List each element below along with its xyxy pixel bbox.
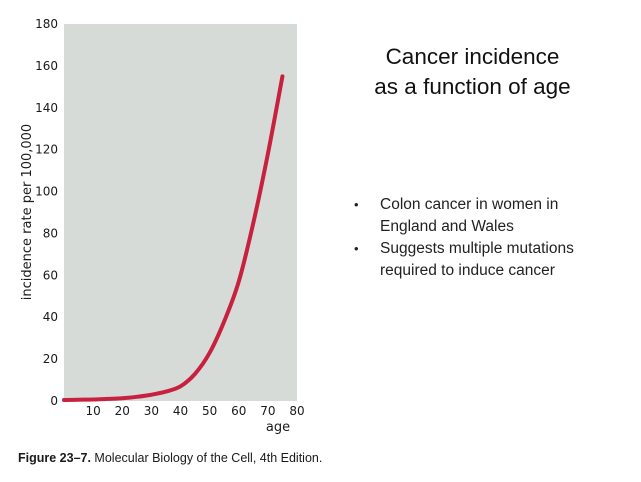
x-tick-label: 20	[115, 404, 130, 418]
plot-area	[64, 24, 297, 401]
x-axis-title: age	[266, 420, 290, 435]
bullet-text: Colon cancer in women in England and Wal…	[380, 196, 559, 235]
bullet-dot-icon: •	[354, 197, 359, 212]
y-tick-label: 180	[35, 17, 58, 31]
x-tick-label: 10	[85, 404, 100, 418]
x-tick-label: 80	[289, 404, 304, 418]
y-tick-label: 60	[43, 268, 58, 282]
y-tick-label: 20	[43, 352, 58, 366]
slide-title-line-1: Cancer incidence	[385, 44, 560, 69]
x-axis-ticks: 10 20 30 40 50 60 70 80	[85, 404, 304, 418]
x-tick-label: 40	[173, 404, 188, 418]
y-axis-title: incidence rate per 100,000	[20, 124, 35, 300]
incidence-curve	[62, 74, 285, 402]
y-tick-label: 0	[50, 394, 58, 408]
figure-caption: Figure 23–7. Molecular Biology of the Ce…	[18, 451, 322, 465]
slide-title: Cancer incidence as a function of age	[340, 42, 605, 102]
bullet-text: Suggests multiple mutations required to …	[380, 240, 574, 279]
figure-caption-number: Figure 23–7.	[18, 451, 91, 465]
y-tick-label: 160	[35, 59, 58, 73]
y-axis-ticks: 0 20 40 60 80 100 120 140 160 180	[35, 17, 58, 408]
x-tick-label: 50	[202, 404, 217, 418]
slide-title-line-2: as a function of age	[374, 74, 571, 99]
bullet-dot-icon: •	[354, 241, 359, 256]
x-tick-label: 70	[260, 404, 275, 418]
bullet-item: • Colon cancer in women in England and W…	[354, 194, 614, 238]
x-tick-label: 30	[144, 404, 159, 418]
figure-caption-source: Molecular Biology of the Cell, 4th Editi…	[90, 451, 323, 465]
y-tick-label: 140	[35, 101, 58, 115]
x-tick-label: 60	[231, 404, 246, 418]
y-tick-label: 100	[35, 185, 58, 199]
y-tick-label: 40	[43, 310, 58, 324]
bullet-list: • Colon cancer in women in England and W…	[354, 194, 614, 282]
y-tick-label: 80	[43, 226, 58, 240]
bullet-item: • Suggests multiple mutations required t…	[354, 238, 614, 282]
y-tick-label: 120	[35, 143, 58, 157]
